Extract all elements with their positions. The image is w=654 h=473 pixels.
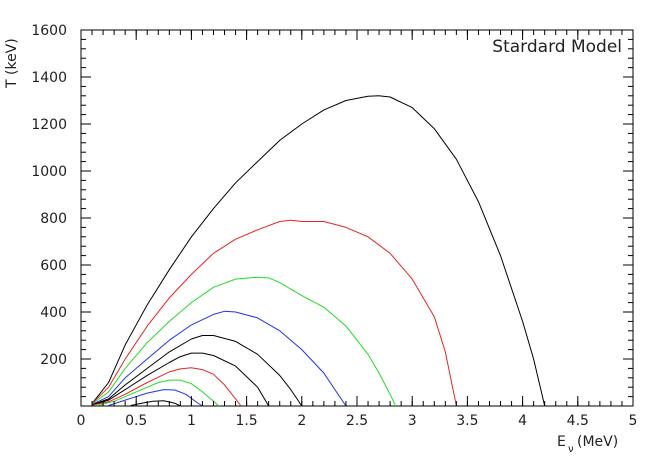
series-line-1 <box>91 95 546 407</box>
plot-area <box>80 29 634 407</box>
x-tick-label: 0 <box>77 413 86 429</box>
y-tick-label: 600 <box>40 258 67 274</box>
series-line-10 <box>130 400 181 407</box>
x-tick-label: 4 <box>518 413 527 429</box>
x-tick-label: 3 <box>408 413 417 429</box>
series-line-9 <box>108 389 203 407</box>
x-tick-label: 0.5 <box>125 413 147 429</box>
y-tick-label: 400 <box>40 305 67 321</box>
y-tick-label: 1600 <box>31 23 67 39</box>
x-axis-label-sub: ν <box>568 444 574 455</box>
y-tick-label: 800 <box>40 211 67 227</box>
y-axis-label: T (keV) <box>4 38 20 89</box>
series-line-4 <box>91 310 347 407</box>
x-tick-label: 2.5 <box>346 413 368 429</box>
x-axis-label: E ν (MeV) <box>557 434 618 455</box>
y-tick-label: 1000 <box>31 164 67 180</box>
x-tick-label: 1 <box>187 413 196 429</box>
x-tick-label: 4.5 <box>567 413 589 429</box>
x-tick-label: 2 <box>297 413 306 429</box>
x-axis-label-unit: (MeV) <box>577 434 618 450</box>
x-tick-label: 1.5 <box>235 413 257 429</box>
series-line-5 <box>91 335 303 407</box>
x-axis-label-main: E <box>557 434 566 450</box>
y-tick-label: 1200 <box>31 117 67 133</box>
plot-frame <box>80 29 634 407</box>
series-line-8 <box>97 379 220 407</box>
axes-layer: 0 0.5 1 1.5 2 2.5 3 3.5 4 4.5 5 200 400 600 800 1000 120… <box>31 23 637 429</box>
y-tick-label: 1400 <box>31 70 67 86</box>
series-line-6 <box>91 352 270 407</box>
series-line-7 <box>91 367 242 407</box>
x-tick-label: 3.5 <box>456 413 478 429</box>
series-line-3 <box>91 276 397 407</box>
series-layer <box>91 95 546 407</box>
chart-annotation: Stardard Model <box>492 37 622 57</box>
y-tick-label: 200 <box>40 352 67 368</box>
series-line-2 <box>91 219 457 407</box>
x-tick-label: 5 <box>629 413 638 429</box>
